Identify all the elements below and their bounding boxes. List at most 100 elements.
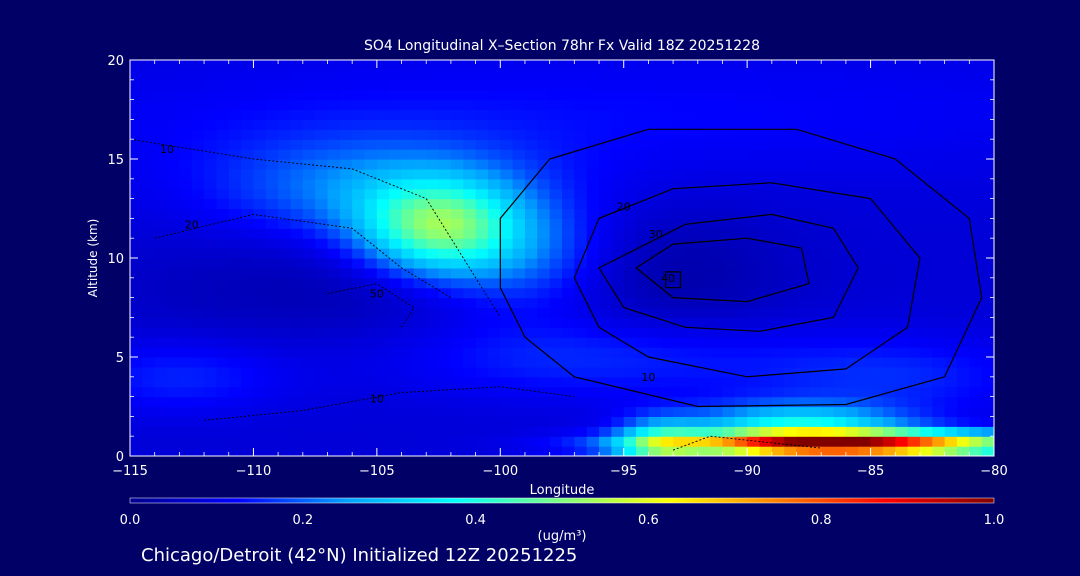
heatmap-cell xyxy=(895,436,909,447)
heatmap-cell xyxy=(685,347,699,358)
heatmap-cell xyxy=(487,258,501,269)
heatmap-cell xyxy=(771,267,785,279)
heatmap-cell xyxy=(265,396,279,408)
heatmap-cell xyxy=(821,178,835,190)
heatmap-cell xyxy=(179,149,193,160)
heatmap-cell xyxy=(562,347,575,358)
heatmap-cell xyxy=(549,129,563,140)
heatmap-cell xyxy=(636,79,649,91)
heatmap-cell xyxy=(475,376,489,388)
heatmap-cell xyxy=(142,99,156,111)
heatmap-cell xyxy=(919,208,933,219)
heatmap-cell xyxy=(216,198,230,210)
heatmap-cell xyxy=(191,119,205,130)
heatmap-cell xyxy=(599,178,612,190)
heatmap-cell xyxy=(290,218,304,229)
heatmap-cell xyxy=(944,188,958,200)
heatmap-cell xyxy=(549,228,563,239)
heatmap-cell xyxy=(660,258,674,269)
heatmap-cell xyxy=(253,238,267,249)
heatmap-cell xyxy=(191,159,205,170)
heatmap-cell xyxy=(722,218,736,229)
heatmap-cell xyxy=(265,79,279,91)
heatmap-cell xyxy=(500,228,514,239)
heatmap-cell xyxy=(253,287,267,299)
heatmap-cell xyxy=(401,119,415,130)
heatmap-cell xyxy=(833,287,847,299)
heatmap-cell xyxy=(796,139,810,150)
heatmap-cell xyxy=(352,416,366,427)
heatmap-cell xyxy=(771,396,785,408)
heatmap-cell xyxy=(845,366,859,378)
heatmap-cell xyxy=(981,317,994,328)
heatmap-cell xyxy=(648,366,662,378)
heatmap-cell xyxy=(784,446,798,456)
heatmap-cell xyxy=(870,79,884,91)
heatmap-cell xyxy=(833,426,847,437)
heatmap-cell xyxy=(475,307,489,318)
heatmap-cell xyxy=(376,386,390,398)
heatmap-cell xyxy=(401,188,415,200)
heatmap-cell xyxy=(821,119,835,130)
heatmap-cell xyxy=(648,159,662,170)
heatmap-cell xyxy=(191,248,205,259)
heatmap-cell xyxy=(487,406,501,417)
heatmap-cell xyxy=(154,347,168,358)
heatmap-cell xyxy=(845,168,859,180)
heatmap-cell xyxy=(833,109,847,120)
heatmap-cell xyxy=(450,327,464,338)
heatmap-cell xyxy=(845,406,859,417)
heatmap-cell xyxy=(549,386,563,398)
heatmap-cell xyxy=(771,366,785,378)
heatmap-cell xyxy=(833,357,847,368)
heatmap-cell xyxy=(747,238,761,249)
heatmap-cell xyxy=(969,357,983,368)
heatmap-cell xyxy=(389,357,403,368)
heatmap-cell xyxy=(278,198,292,210)
heatmap-cell xyxy=(463,416,477,427)
heatmap-cell xyxy=(154,159,168,170)
heatmap-cell xyxy=(673,258,687,269)
heatmap-cell xyxy=(278,258,292,269)
heatmap-cell xyxy=(636,129,649,140)
heatmap-cell xyxy=(821,188,835,200)
heatmap-cell xyxy=(364,129,378,140)
heatmap-cell xyxy=(154,60,168,71)
heatmap-cell xyxy=(463,376,477,388)
heatmap-cell xyxy=(981,119,994,130)
heatmap-cell xyxy=(265,109,279,120)
heatmap-cell xyxy=(364,357,378,368)
heatmap-cell xyxy=(747,208,761,219)
heatmap-cell xyxy=(278,327,292,338)
heatmap-cell xyxy=(821,208,835,219)
heatmap-cell xyxy=(562,89,575,101)
heatmap-cell xyxy=(784,228,798,239)
heatmap-cell xyxy=(562,406,575,417)
heatmap-cell xyxy=(907,208,921,219)
heatmap-cell xyxy=(981,366,994,378)
heatmap-cell xyxy=(389,208,403,219)
heatmap-cell xyxy=(636,178,649,190)
heatmap-cell xyxy=(228,267,242,279)
heatmap-cell xyxy=(327,60,341,71)
heatmap-cell xyxy=(401,327,415,338)
heatmap-cell xyxy=(747,99,761,111)
heatmap-cell xyxy=(685,436,699,447)
heatmap-cell xyxy=(932,109,946,120)
heatmap-cell xyxy=(352,446,366,456)
heatmap-cell xyxy=(438,208,452,219)
heatmap-cell xyxy=(648,416,662,427)
heatmap-cell xyxy=(216,60,230,71)
heatmap-cell xyxy=(376,426,390,437)
heatmap-cell xyxy=(845,386,859,398)
heatmap-cell xyxy=(611,357,625,368)
heatmap-cell xyxy=(216,376,230,388)
heatmap-cell xyxy=(734,317,748,328)
heatmap-cell xyxy=(130,347,143,358)
heatmap-cell xyxy=(981,446,994,456)
heatmap-cell xyxy=(487,396,501,408)
heatmap-cell xyxy=(376,69,390,81)
heatmap-cell xyxy=(919,218,933,229)
heatmap-cell xyxy=(919,297,933,309)
heatmap-cell xyxy=(204,436,217,447)
